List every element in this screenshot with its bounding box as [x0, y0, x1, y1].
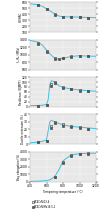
Legend: GX4CrNi13-4, GX4CrNiMo16-5-1: GX4CrNi13-4, GX4CrNiMo16-5-1 [31, 200, 57, 209]
X-axis label: Tempering temperature (°C): Tempering temperature (°C) [43, 190, 83, 194]
Y-axis label: Resilience (OJMPT): Resilience (OJMPT) [18, 79, 22, 105]
Y-axis label: Bay elongation (%): Bay elongation (%) [16, 154, 20, 180]
Y-axis label: HV/HRC: HV/HRC [18, 12, 22, 22]
Y-axis label: Ductile extension (%): Ductile extension (%) [20, 115, 24, 144]
Y-axis label: fᵣ₀/Rₚ (MPa): fᵣ₀/Rₚ (MPa) [16, 47, 20, 62]
